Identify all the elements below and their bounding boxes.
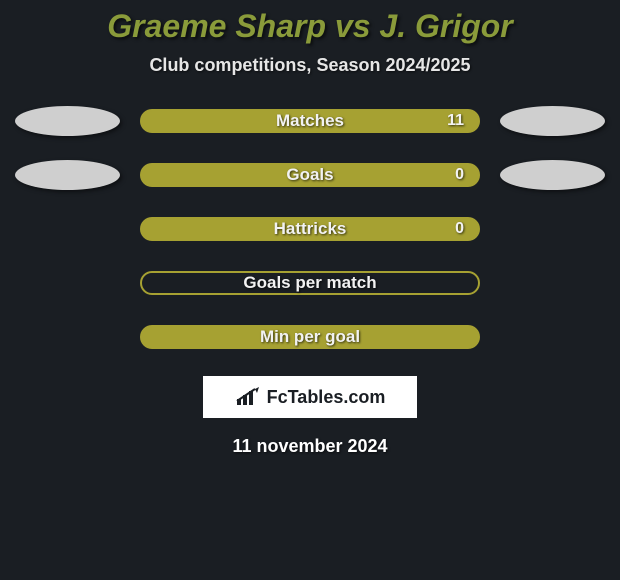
bar-chart-icon (235, 387, 261, 407)
stat-label: Goals (286, 165, 333, 185)
stat-bar: Goals 0 (140, 163, 480, 187)
stat-bar: Hattricks 0 (140, 217, 480, 241)
stat-row: Goals per match (0, 268, 620, 298)
stat-value: 0 (455, 166, 464, 184)
player-right-oval (500, 106, 605, 136)
oval-spacer (15, 322, 120, 352)
page-title: Graeme Sharp vs J. Grigor (0, 8, 620, 45)
stat-bar: Goals per match (140, 271, 480, 295)
player-left-oval (15, 160, 120, 190)
brand-badge: FcTables.com (203, 376, 417, 418)
stat-row: Hattricks 0 (0, 214, 620, 244)
stat-label: Matches (276, 111, 344, 131)
stat-label: Goals per match (243, 273, 376, 293)
oval-spacer (500, 214, 605, 244)
oval-spacer (15, 214, 120, 244)
oval-spacer (500, 322, 605, 352)
stat-bar: Min per goal (140, 325, 480, 349)
stat-row: Goals 0 (0, 160, 620, 190)
stat-row: Min per goal (0, 322, 620, 352)
player-left-oval (15, 106, 120, 136)
stat-label: Hattricks (274, 219, 347, 239)
stat-row: Matches 11 (0, 106, 620, 136)
stats-comparison-container: Graeme Sharp vs J. Grigor Club competiti… (0, 0, 620, 457)
stat-rows: Matches 11 Goals 0 Hattricks 0 Goals per match… (0, 106, 620, 352)
brand-text: FcTables.com (267, 387, 386, 408)
stat-value: 11 (447, 112, 464, 130)
oval-spacer (500, 268, 605, 298)
player-right-oval (500, 160, 605, 190)
page-subtitle: Club competitions, Season 2024/2025 (0, 55, 620, 76)
oval-spacer (15, 268, 120, 298)
stat-value: 0 (455, 220, 464, 238)
stat-bar: Matches 11 (140, 109, 480, 133)
date-label: 11 november 2024 (0, 436, 620, 457)
brand-inner: FcTables.com (235, 387, 386, 408)
stat-label: Min per goal (260, 327, 360, 347)
